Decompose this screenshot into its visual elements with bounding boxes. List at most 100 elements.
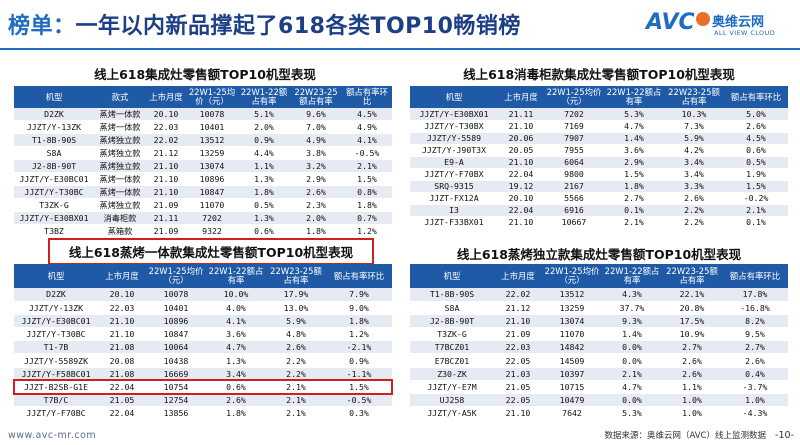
table-cell: 3.8%	[290, 146, 342, 160]
table-cell: 8.2%	[722, 314, 788, 329]
table-cell: -3.7%	[722, 380, 788, 395]
table-cell: 7169	[544, 120, 604, 133]
table-row: JJZT/Y-T30BC 21.10 10847 3.6% 4.8% 1.2%	[14, 327, 392, 342]
table-cell: 2.1%	[602, 367, 662, 381]
table-cell: 7202	[544, 108, 604, 121]
t4-col-price: 22W1-25均价（元）	[542, 264, 602, 288]
table-row: JJZT/Y-E7M 21.05 10715 4.7% 1.1% -3.7%	[410, 380, 788, 395]
page-number: -10-	[775, 430, 794, 441]
t2-col-share2: 22W23-25额占有率	[664, 86, 724, 108]
table-cell: 蒸烤一体款	[94, 185, 146, 199]
table-cell: 21.12	[146, 146, 186, 160]
table-row: S8A 21.12 13259 37.7% 20.8% -16.8%	[410, 301, 788, 315]
table-cell: 6916	[544, 204, 604, 217]
table-cell: 蒸烤一体款	[94, 108, 146, 121]
table-cell: 2.0%	[238, 120, 290, 134]
table-cell: 22.04	[98, 380, 146, 395]
table-cell: 3.4%	[664, 156, 724, 169]
table-row: JJZT/Y-J90T3X 20.05 7955 3.6% 4.2% 0.6%	[410, 144, 788, 157]
table-cell: 5.9%	[664, 132, 724, 145]
table-cell: 1.1%	[238, 159, 290, 173]
table-cell: 1.5%	[326, 380, 392, 395]
table-cell: 1.4%	[602, 327, 662, 342]
table-cell: 10078	[146, 288, 206, 302]
t2-col-model: 机型	[410, 86, 498, 108]
table-row: JJZT/Y-T30BX 21.10 7169 4.7% 7.3% 2.6%	[410, 120, 788, 133]
table-cell: 4.7%	[604, 120, 664, 133]
table-cell: 11070	[186, 198, 238, 212]
table-row: JJZT/Y-E30BX01 消毒柜款 21.11 7202 1.3% 2.0% 0.7%	[14, 211, 392, 225]
table-cell: 蒸烤独立款	[94, 146, 146, 160]
table-cell: 21.10	[146, 159, 186, 173]
table-cell: 10847	[186, 185, 238, 199]
t3-title: 线上618蒸烤一体款集成灶零售额TOP10机型表现	[48, 238, 374, 265]
t2-col-share1: 22W1-22额占有率	[604, 86, 664, 108]
table-cell: 3.2%	[290, 159, 342, 173]
table-cell: 4.5%	[724, 132, 788, 145]
table-cell: JJZT/Y-T30BC	[14, 327, 98, 342]
table-cell: 蒸烤独立款	[94, 133, 146, 147]
t4-col-change: 额占有率环比	[722, 264, 788, 288]
table-cell: JJZT/Y-13ZK	[14, 120, 94, 134]
t2-title: 线上618消毒柜款集成灶零售额TOP10机型表现	[463, 67, 735, 82]
table-cell: 7.0%	[290, 120, 342, 134]
table-cell: 12754	[146, 393, 206, 408]
table-cell: T3BZ	[14, 224, 94, 238]
table-cell: S8A	[410, 301, 494, 315]
table-cell: 21.09	[146, 198, 186, 212]
table-cell: 6064	[544, 156, 604, 169]
table-cell: 2.2%	[266, 353, 326, 368]
t2-header-row: 机型 上市月度 22W1-25均价（元） 22W1-22额占有率 22W23-2…	[410, 86, 788, 108]
table-row: JJZT/Y-F70BX 22.04 9800 1.5% 3.4% 1.9%	[410, 168, 788, 181]
table-cell: 1.3%	[206, 353, 266, 368]
table-cell: 1.0%	[722, 393, 788, 408]
table-row: T1-8B-90S 蒸烤独立款 22.02 13512 0.9% 4.9% 4.1%	[14, 133, 392, 147]
t3-col-price: 22W1-25均价（元）	[146, 264, 206, 288]
table-cell: 22.04	[98, 406, 146, 421]
t1-col-share2: 22W23-25额占有率	[290, 86, 342, 108]
table-cell: 1.2%	[326, 327, 392, 342]
table-cell: 3.6%	[206, 327, 266, 342]
table-cell: Z30-ZK	[410, 367, 494, 381]
avc-logo: AVC 奥维云网 ALL VIEW CLOUD	[646, 8, 794, 42]
table-cell: JJZT-F33BX01	[410, 216, 498, 229]
table-cell: 10667	[544, 216, 604, 229]
table-cell: 13512	[542, 288, 602, 302]
table-cell: 21.11	[498, 108, 544, 121]
table-cell: -0.5%	[326, 393, 392, 408]
table-row: JJZT/Y-A5K 21.10 7642 5.3% 1.0% -4.3%	[410, 406, 788, 421]
t1-col-style: 款式	[94, 86, 146, 108]
website-link[interactable]: www.avc-mr.com	[8, 430, 97, 441]
title-text: 一年以内新品撑起了618各类TOP10畅销榜	[75, 14, 521, 39]
table-cell: 20.10	[98, 288, 146, 302]
table-cell: 4.4%	[238, 146, 290, 160]
table-row: S8A 蒸烤独立款 21.12 13259 4.4% 3.8% -0.5%	[14, 146, 392, 160]
table-row: T1-7B 21.08 10064 4.7% 2.6% -2.1%	[14, 340, 392, 355]
table-cell: 2.6%	[724, 120, 788, 133]
table-cell: JJZT/Y-F70BX	[410, 168, 498, 181]
table-cell: JJZT/Y-13ZK	[14, 301, 98, 315]
table-cell: 2.7%	[604, 192, 664, 205]
table-cell: 22.05	[494, 353, 542, 368]
table-cell: -4.3%	[722, 406, 788, 421]
table-cell: 4.1%	[342, 133, 392, 147]
table-cell: -0.5%	[342, 146, 392, 160]
table-cell: 2.2%	[664, 216, 724, 229]
table-cell: 0.5%	[238, 198, 290, 212]
t2-table: 机型 上市月度 22W1-25均价（元） 22W1-22额占有率 22W23-2…	[410, 86, 788, 229]
table-row: T3BZ 蒸箱款 21.09 9322 0.6% 1.8% 1.2%	[14, 224, 392, 238]
table-cell: T7B/C	[14, 393, 98, 408]
table-cell: 3.4%	[664, 168, 724, 181]
table-cell: T1-8B-90S	[14, 133, 94, 147]
table-cell: 21.03	[494, 367, 542, 381]
table-cell: 蒸箱款	[94, 224, 146, 238]
table-cell: 21.10	[146, 185, 186, 199]
table-cell: 21.09	[146, 224, 186, 238]
t3-header-row: 机型 上市月度 22W1-25均价（元） 22W1-22额占有率 22W23-2…	[14, 264, 392, 288]
table-cell: 2.1%	[604, 216, 664, 229]
table-cell: 2.9%	[290, 172, 342, 186]
table-row: J2-8B-90T 蒸烤独立款 21.10 13074 1.1% 3.2% 2.1%	[14, 159, 392, 173]
table-row: T3ZK-G 蒸烤独立款 21.09 11070 0.5% 2.3% 1.8%	[14, 198, 392, 212]
table-cell: J2-8B-90T	[14, 159, 94, 173]
table-cell: 10847	[146, 327, 206, 342]
